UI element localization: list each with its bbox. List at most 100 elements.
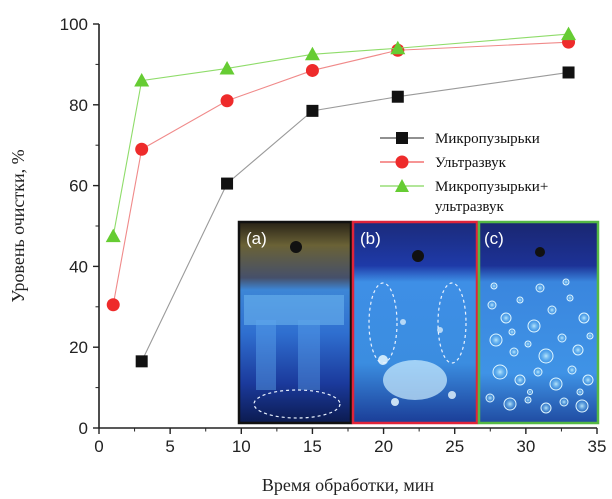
inset-c-bubble (533, 367, 543, 377)
inset-a-glow (244, 295, 344, 325)
legend-label-line1: Микропузырьки+ (435, 179, 548, 195)
x-ticks: 0 5 10 15 20 25 30 35 (94, 428, 606, 456)
inset-b-glow (383, 360, 447, 400)
inset-c-bubble (567, 365, 577, 375)
x-axis-title: Время обработки, мин (262, 475, 435, 495)
data-point (562, 66, 575, 79)
inset-c-bubble (572, 344, 584, 356)
inset-c-bubble (527, 389, 533, 395)
y-tick-label: 80 (69, 96, 88, 115)
inset-a: (a) (237, 220, 353, 425)
data-point (390, 40, 406, 55)
inset-c-bubble (540, 402, 552, 414)
series-line (112, 33, 569, 237)
inset-b-bubble (400, 319, 406, 325)
x-tick-label: 10 (232, 437, 251, 456)
series-layer (105, 26, 577, 368)
legend-marker-square (396, 132, 408, 144)
inset-c-bubble (547, 305, 557, 315)
inset-c: (c) (477, 220, 600, 425)
y-ticks: 0 20 40 60 80 100 (60, 15, 99, 438)
inset-c-bubble (527, 319, 541, 333)
inset-c-bubble (557, 333, 567, 343)
inset-c-bubble (503, 397, 517, 411)
inset-b: (b) (351, 220, 479, 425)
inset-a-hole (290, 241, 302, 253)
axes: 0 5 10 15 20 25 30 35 0 20 40 60 80 100 Время обрабо… (8, 15, 606, 495)
data-point (220, 94, 234, 108)
inset-b-bubble (391, 398, 399, 406)
y-tick-label: 60 (69, 177, 88, 196)
y-axis-title: Уровень очистки, % (8, 149, 28, 302)
inset-b-ellipse-right (437, 282, 467, 364)
legend-item-combined: Микропузырьки+ ультразвук (380, 179, 548, 215)
inset-c-bubble (489, 333, 503, 347)
inset-a-streak (256, 320, 276, 390)
x-tick-label: 30 (516, 437, 535, 456)
inset-b-ellipse-left (368, 282, 398, 364)
inset-b-label: (b) (360, 229, 381, 248)
inset-c-bubble (509, 347, 519, 357)
inset-c-bubble (514, 374, 526, 386)
inset-c-hole (535, 247, 545, 257)
data-point (106, 298, 120, 312)
x-tick-label: 0 (94, 437, 103, 456)
legend: Микропузырьки Ультразвук Микропузырьки+ … (380, 131, 548, 215)
y-tick-label: 40 (69, 257, 88, 276)
x-tick-label: 35 (588, 437, 607, 456)
legend-item-microbubbles: Микропузырьки (380, 131, 540, 147)
y-tick-label: 100 (60, 15, 88, 34)
data-point (306, 104, 319, 117)
data-point (135, 142, 149, 156)
inset-c-bubble (575, 399, 589, 413)
data-point (135, 355, 148, 368)
inset-c-bubble (562, 278, 570, 286)
inset-b-border (351, 220, 479, 425)
inset-c-border (477, 220, 600, 425)
data-point (304, 46, 320, 61)
data-point (134, 73, 150, 87)
legend-label: Микропузырьки (435, 131, 540, 147)
data-point (391, 90, 404, 103)
inset-c-bubble (485, 393, 495, 403)
inset-c-bubble (508, 328, 516, 336)
x-tick-label: 25 (445, 437, 464, 456)
x-tick-label: 15 (303, 437, 322, 456)
x-tick-label: 20 (374, 437, 393, 456)
series-line (112, 41, 569, 305)
inset-c-bubble (538, 348, 554, 364)
inset-c-label: (c) (484, 229, 504, 248)
series-0 (135, 66, 575, 368)
inset-c-bubble (566, 294, 574, 302)
inset-c-bubble (578, 312, 590, 324)
series-2 (105, 26, 577, 243)
inset-c-bubble (582, 374, 594, 386)
legend-marker-triangle (395, 179, 409, 192)
inset-c-bubble (549, 377, 563, 391)
y-tick-label: 20 (69, 338, 88, 357)
inset-c-bubble (487, 300, 497, 310)
data-point (305, 63, 319, 77)
inset-c-bubble (535, 283, 545, 293)
inset-c-bubble (586, 332, 594, 340)
inset-a-streak (298, 320, 320, 390)
inset-c-bubble (490, 282, 498, 290)
inset-c-bubble (559, 397, 569, 407)
inset-c-bubble (516, 296, 524, 304)
inset-c-bubble (524, 396, 532, 404)
data-point (105, 228, 121, 243)
inset-c-bubble (492, 364, 508, 380)
data-point (221, 177, 234, 190)
legend-item-ultrasound: Ультразвук (380, 155, 507, 171)
inset-c-bubbles (485, 278, 594, 414)
legend-label: Ультразвук (435, 155, 507, 171)
inset-b-bubble (448, 391, 456, 399)
inset-photos: (a) (b) (c) (237, 220, 600, 425)
inset-c-bubble (576, 388, 584, 396)
inset-b-hole (412, 250, 424, 262)
legend-marker-circle (395, 155, 409, 169)
x-tick-label: 5 (165, 437, 174, 456)
inset-c-bubble (524, 340, 532, 348)
y-tick-label: 0 (79, 419, 88, 438)
